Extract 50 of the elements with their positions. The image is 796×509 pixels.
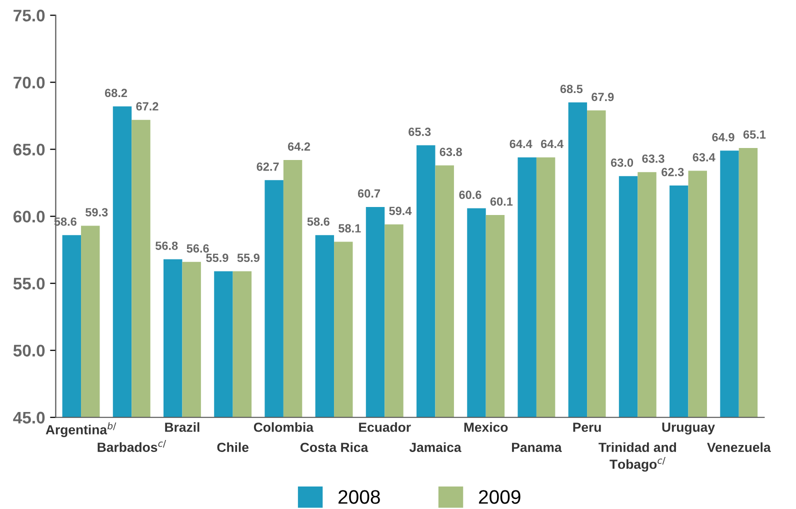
data-label: 68.2	[104, 88, 128, 98]
data-label: 58.6	[307, 217, 330, 226]
data-label: 63.3	[642, 154, 664, 163]
data-label: 59.3	[86, 208, 108, 216]
data-label: 56.8	[155, 242, 178, 250]
data-label: 60.7	[358, 189, 380, 198]
data-label: 58.1	[338, 224, 361, 233]
x-tick-label: Uruguay	[662, 422, 715, 435]
data-label: 67.9	[592, 92, 614, 102]
data-label: 56.6	[186, 244, 209, 253]
y-tick-label: 70.0	[14, 76, 45, 88]
data-label: 63.4	[692, 153, 716, 162]
x-tick-label: Mexico	[464, 422, 508, 432]
x-tick-label: Brazil	[165, 422, 200, 432]
x-tick-label: Argentina$^{b/}$	[46, 422, 116, 438]
x-tick-label: Ecuador	[359, 422, 411, 432]
x-tick-label: Costa Rica	[300, 442, 368, 452]
data-label: 65.1	[743, 130, 766, 139]
x-tick-label: Barbados$^{c/}$	[98, 440, 166, 452]
data-label: 63.8	[440, 148, 462, 156]
data-label: 55.9	[237, 254, 260, 262]
x-tick-label: Jamaica	[409, 442, 462, 452]
data-label: 64.4	[541, 140, 564, 148]
data-label: 64.4	[510, 140, 532, 148]
y-tick-label: 55.0	[13, 278, 45, 290]
y-tick-label: 75.0	[14, 10, 45, 22]
x-tick-label: Venezuela	[707, 442, 771, 452]
y-tick-label: 60.0	[13, 210, 45, 223]
x-tick-label: Trinidad and Tobago$^{c/}$	[598, 442, 676, 472]
legend-label: 2009	[478, 490, 520, 504]
data-label: 60.1	[490, 197, 513, 206]
legend-label: 2008	[338, 490, 380, 504]
x-tick-label: Chile	[217, 442, 249, 452]
y-tick-label: 65.0	[13, 144, 45, 156]
data-label: 60.6	[459, 190, 482, 200]
x-tick-label: Colombia	[254, 422, 314, 432]
data-label: 59.4	[389, 206, 412, 216]
data-label: 64.2	[288, 142, 310, 151]
y-tick-label: 50.0	[13, 344, 45, 357]
data-label: 67.2	[136, 102, 158, 111]
data-label: 62.3	[662, 168, 684, 176]
data-label: 68.5	[560, 84, 583, 94]
data-label: 55.9	[206, 254, 228, 262]
data-label: 62.7	[256, 162, 279, 171]
x-tick-label: Panama	[512, 442, 562, 452]
data-label: 63.0	[610, 158, 634, 167]
y-tick-label: 45.0	[13, 412, 45, 424]
data-label: 65.3	[408, 128, 431, 136]
data-label: 64.9	[712, 133, 734, 142]
x-tick-label: Peru	[573, 422, 601, 432]
